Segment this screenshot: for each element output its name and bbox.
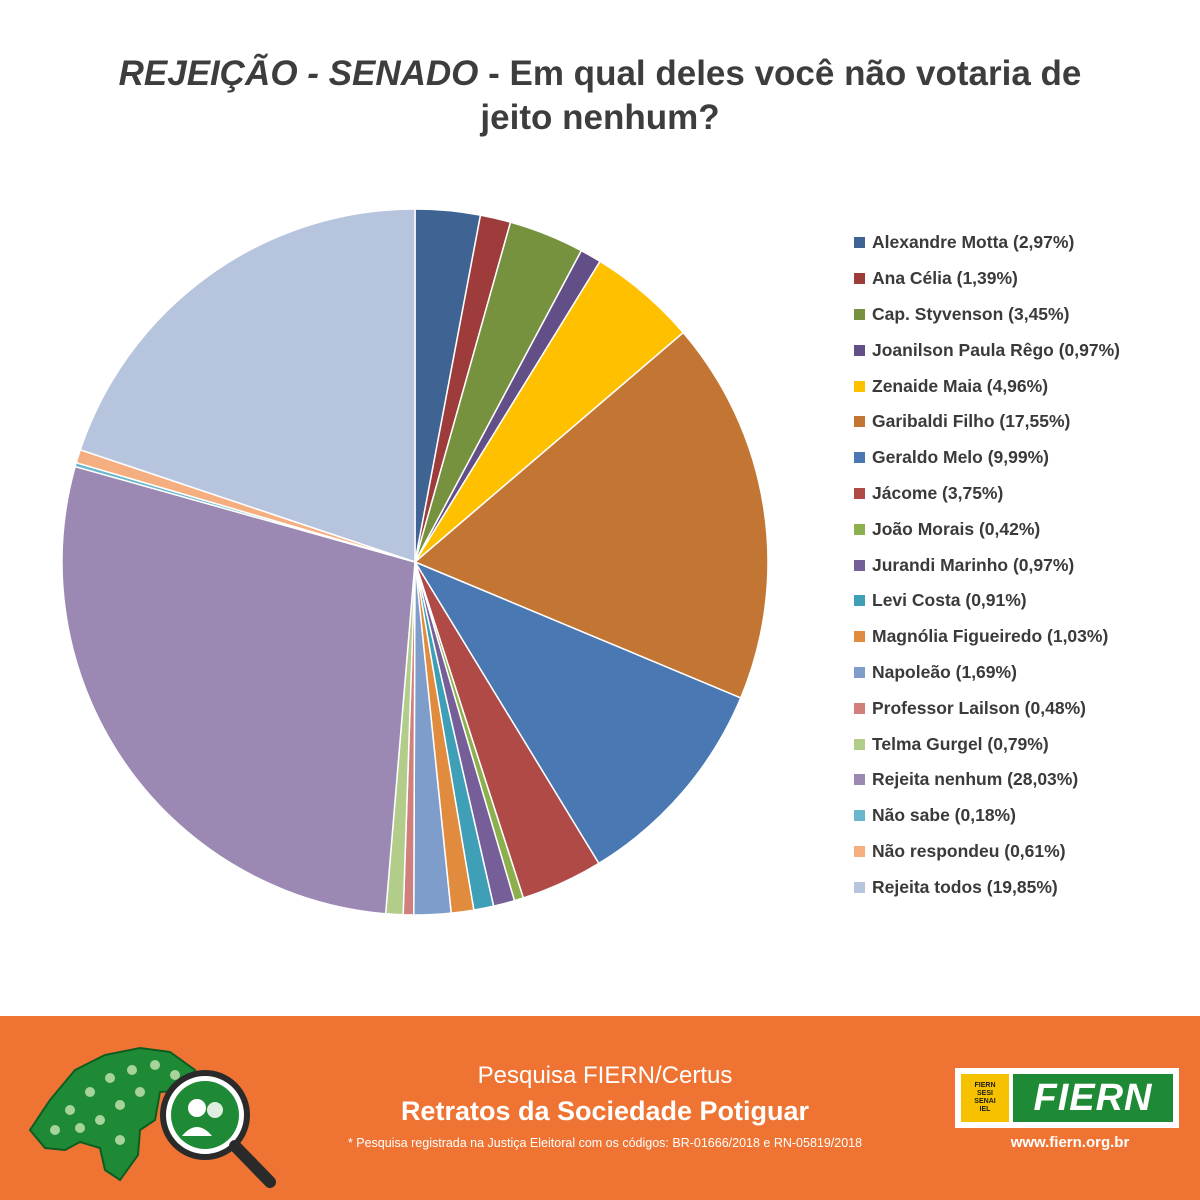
map-magnifier-icon [28,1046,276,1188]
legend-swatch [854,738,865,750]
survey-name: Pesquisa FIERN/Certus [477,1062,733,1089]
legend-swatch [854,416,865,428]
legend-label: Alexandre Motta (2,97%) [872,232,1075,253]
legend-label: Professor Lailson (0,48%) [872,697,1086,718]
legend-label: Não sabe (0,18%) [872,805,1016,826]
legend-item: Joanilson Paula Rêgo (0,97%) [854,332,1120,368]
legend-item: Levi Costa (0,91%) [854,583,1120,619]
legend-item: Telma Gurgel (0,79%) [854,726,1120,762]
badge-line: FIERN [974,1082,996,1089]
legend-item: Jurandi Marinho (0,97%) [854,547,1120,583]
legend-swatch [854,881,865,893]
legend-label: Rejeita todos (19,85%) [872,876,1058,897]
legend-item: Professor Lailson (0,48%) [854,690,1120,726]
footer-banner: Pesquisa FIERN/Certus Retratos da Socied… [0,1016,1200,1200]
legend-label: Zenaide Maia (4,96%) [872,375,1049,396]
badge-line: SESI [977,1090,993,1097]
legend-item: Zenaide Maia (4,96%) [854,368,1120,404]
legend-label: Joanilson Paula Rêgo (0,97%) [872,339,1120,360]
legend-swatch [854,487,865,499]
legend-swatch [854,237,865,249]
pie-slice-18 [79,208,416,564]
legend-label: Cap. Styvenson (3,45%) [872,303,1070,324]
legend-label: Napoleão (1,69%) [872,661,1017,682]
legend-label: Levi Costa (0,91%) [872,590,1027,611]
legend-label: João Morais (0,42%) [872,518,1041,539]
legend-swatch [854,273,865,285]
chart-title-rest: - Em qual deles você não votaria de jeit… [478,54,1082,137]
legend-item: Ana Célia (1,39%) [854,261,1120,297]
legend-item: Jácome (3,75%) [854,476,1120,512]
legend-label: Geraldo Melo (9,99%) [872,447,1049,468]
legend-swatch [854,559,865,571]
legend-label: Ana Célia (1,39%) [872,268,1018,289]
pie-slice-15 [61,465,416,915]
fiern-logo: FIERN SESI SENAI IEL FIERN [955,1068,1179,1128]
legend-item: Rejeita nenhum (28,03%) [854,762,1120,798]
pie-slice-5 [413,331,769,699]
legend: Alexandre Motta (2,97%) Ana Célia (1,39%)… [854,225,1120,905]
badge-line: SENAI [974,1098,996,1105]
legend-item: Napoleão (1,69%) [854,655,1120,691]
legend-item: Cap. Styvenson (3,45%) [854,297,1120,333]
legend-label: Magnólia Figueiredo (1,03%) [872,626,1109,647]
legend-item: Não respondeu (0,61%) [854,834,1120,870]
pie-chart [61,208,769,916]
legend-swatch [854,308,865,320]
legend-swatch [854,774,865,786]
fiern-system-badge: FIERN SESI SENAI IEL [961,1074,1009,1122]
legend-item: Magnólia Figueiredo (1,03%) [854,619,1120,655]
legend-item: Rejeita todos (19,85%) [854,869,1120,905]
registration-note: * Pesquisa registrada na Justiça Eleitor… [347,1136,863,1150]
legend-swatch [854,702,865,714]
legend-swatch [854,344,865,356]
legend-label: Não respondeu (0,61%) [872,840,1066,861]
website-link[interactable]: www.fiern.org.br [1010,1134,1130,1151]
badge-line: IEL [979,1106,991,1113]
legend-swatch [854,845,865,857]
legend-item: Não sabe (0,18%) [854,798,1120,834]
legend-swatch [854,810,865,822]
legend-swatch [854,452,865,464]
legend-swatch [854,523,865,535]
legend-label: Garibaldi Filho (17,55%) [872,411,1071,432]
legend-swatch [854,631,865,643]
legend-swatch [854,595,865,607]
legend-label: Jácome (3,75%) [872,482,1004,503]
chart-title: REJEIÇÃO - SENADO - Em qual deles você n… [100,52,1100,140]
legend-label: Telma Gurgel (0,79%) [872,733,1049,754]
fiern-wordmark: FIERN [1013,1074,1173,1122]
legend-item: Garibaldi Filho (17,55%) [854,404,1120,440]
pie-slice-6 [413,560,742,865]
survey-title: Retratos da Sociedade Potiguar [400,1096,810,1126]
legend-swatch [854,666,865,678]
legend-label: Jurandi Marinho (0,97%) [872,554,1075,575]
legend-item: Alexandre Motta (2,97%) [854,225,1120,261]
chart-title-italic: REJEIÇÃO - SENADO [118,54,479,93]
legend-item: Geraldo Melo (9,99%) [854,440,1120,476]
legend-item: João Morais (0,42%) [854,511,1120,547]
legend-swatch [854,380,865,392]
legend-label: Rejeita nenhum (28,03%) [872,769,1079,790]
